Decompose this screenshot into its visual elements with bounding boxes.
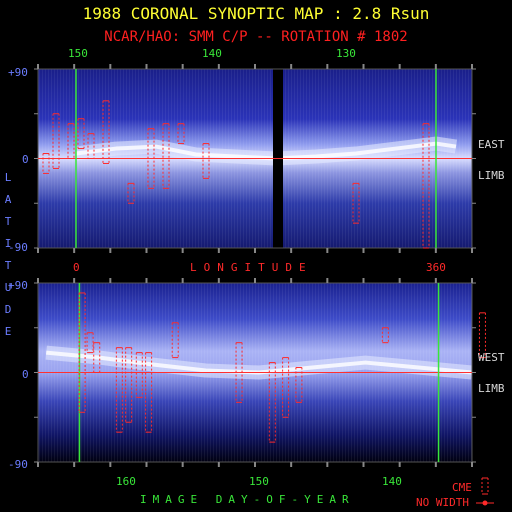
- top-ytick-minus90: -90: [8, 241, 28, 254]
- top-ytick-plus90: +90: [8, 66, 28, 79]
- longitude-axis-label: LONGITUDE: [190, 261, 313, 274]
- top-ytick-0: 0: [22, 153, 29, 166]
- legend-cme-label: CME: [452, 481, 472, 494]
- bottom-ytick-minus90: -90: [8, 458, 28, 471]
- top-side-label-east: EAST: [478, 138, 505, 151]
- top-tick-140: 140: [202, 47, 222, 60]
- top-tick-150: 150: [68, 47, 88, 60]
- top-side-label-limb: LIMB: [478, 169, 505, 182]
- legend-nowidth-label: NO WIDTH: [416, 496, 469, 509]
- bottom-side-label-west: WEST: [478, 351, 505, 364]
- figure-subtitle: NCAR/HAO: SMM C/P -- ROTATION # 1802: [104, 29, 408, 45]
- day-tick-160: 160: [116, 475, 136, 488]
- lon-tick-360: 360: [426, 261, 446, 274]
- figure-title: 1988 CORONAL SYNOPTIC MAP : 2.8 Rsun: [82, 4, 430, 23]
- top-tick-130: 130: [336, 47, 356, 60]
- bottom-ytick-plus90: +90: [8, 279, 28, 292]
- lon-tick-0: 0: [73, 261, 80, 274]
- day-tick-150: 150: [249, 475, 269, 488]
- bottom-side-label-limb: LIMB: [478, 382, 505, 395]
- legend-nowidth-dot: [482, 500, 488, 506]
- bottom-ytick-0: 0: [22, 368, 29, 381]
- day-of-year-axis-label: IMAGE DAY-OF-YEAR: [140, 493, 355, 506]
- day-tick-140: 140: [382, 475, 402, 488]
